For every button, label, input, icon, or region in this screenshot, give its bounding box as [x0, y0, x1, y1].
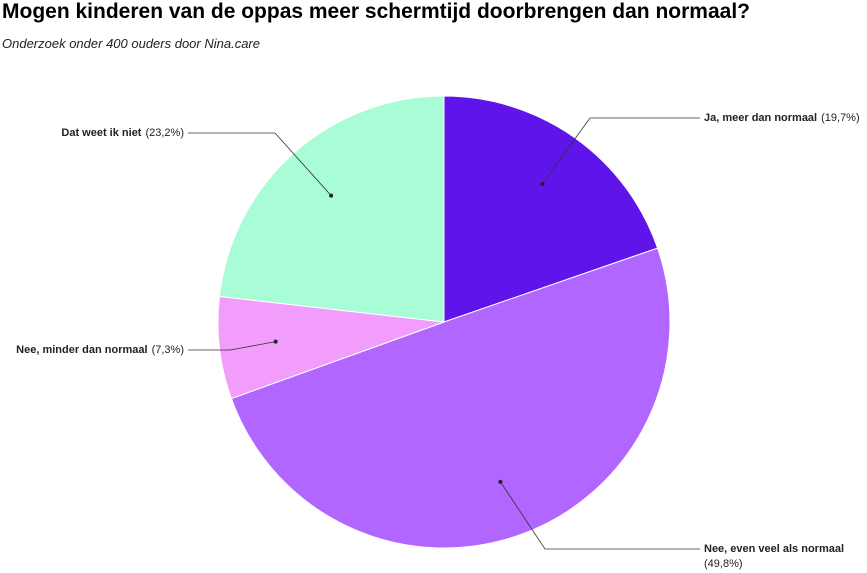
pie-slice [218, 95, 445, 323]
leader-dot [329, 193, 334, 198]
slice-label: Dat weet ik niet (23,2%) [61, 127, 184, 139]
slice-value: (19,7%) [821, 112, 860, 124]
leader-line [188, 132, 332, 196]
slice-value: (7,3%) [152, 344, 184, 356]
leader-dot [540, 181, 545, 186]
slice-name: Dat weet ik niet [61, 127, 141, 139]
leader-line [500, 481, 700, 550]
chart-title: Mogen kinderen van de oppas meer schermt… [2, 0, 750, 23]
slice-name: Nee, minder dan normaal [16, 344, 147, 356]
slice-label: Nee, even veel als normaal (49,8%) [704, 543, 844, 570]
leader-line [542, 117, 700, 185]
leader-dot [273, 339, 278, 344]
slice-value: (23,2%) [145, 127, 184, 139]
slice-name: Ja, meer dan normaal [704, 112, 817, 124]
pie-slice [217, 295, 445, 400]
leader-line [188, 341, 276, 351]
pie-slice [230, 247, 671, 549]
slice-name: Nee, even veel als normaal [704, 543, 844, 555]
chart-subtitle: Onderzoek onder 400 ouders door Nina.car… [2, 36, 260, 51]
leader-dot [498, 479, 503, 484]
slice-value: (49,8%) [704, 558, 743, 570]
slice-label: Nee, minder dan normaal (7,3%) [16, 344, 184, 356]
slice-label: Ja, meer dan normaal (19,7%) [704, 112, 860, 124]
